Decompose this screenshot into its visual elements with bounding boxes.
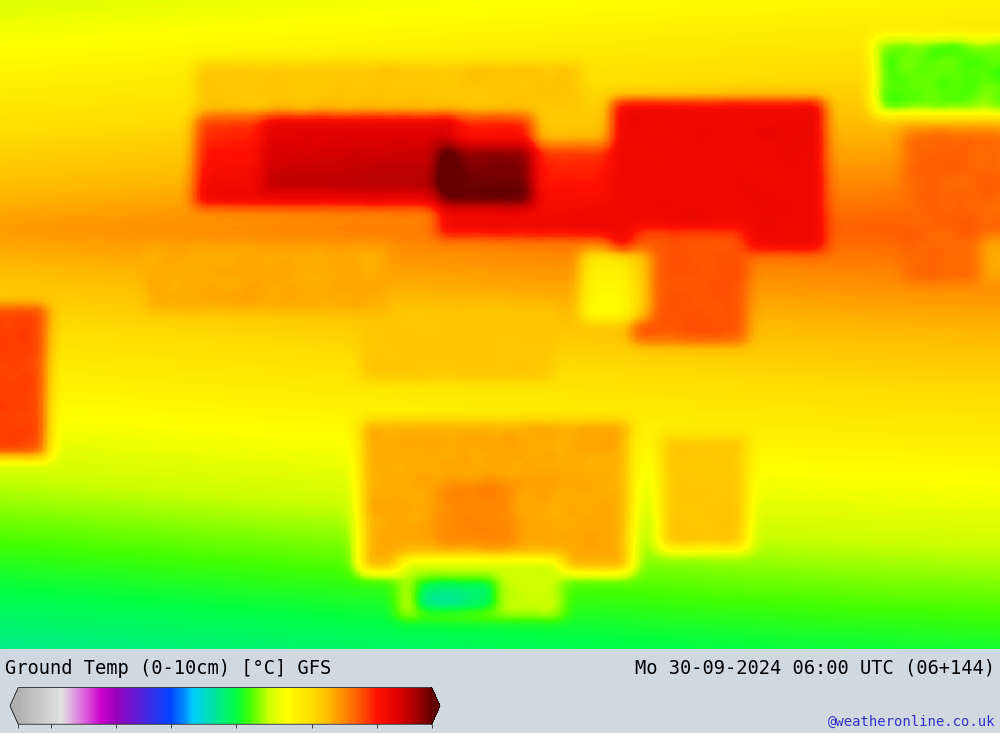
PathPatch shape <box>10 688 18 724</box>
PathPatch shape <box>432 688 440 724</box>
Text: Mo 30-09-2024 06:00 UTC (06+144): Mo 30-09-2024 06:00 UTC (06+144) <box>635 659 995 678</box>
Text: Ground Temp (0-10cm) [°C] GFS: Ground Temp (0-10cm) [°C] GFS <box>5 659 331 678</box>
Text: @weatheronline.co.uk: @weatheronline.co.uk <box>828 715 995 729</box>
